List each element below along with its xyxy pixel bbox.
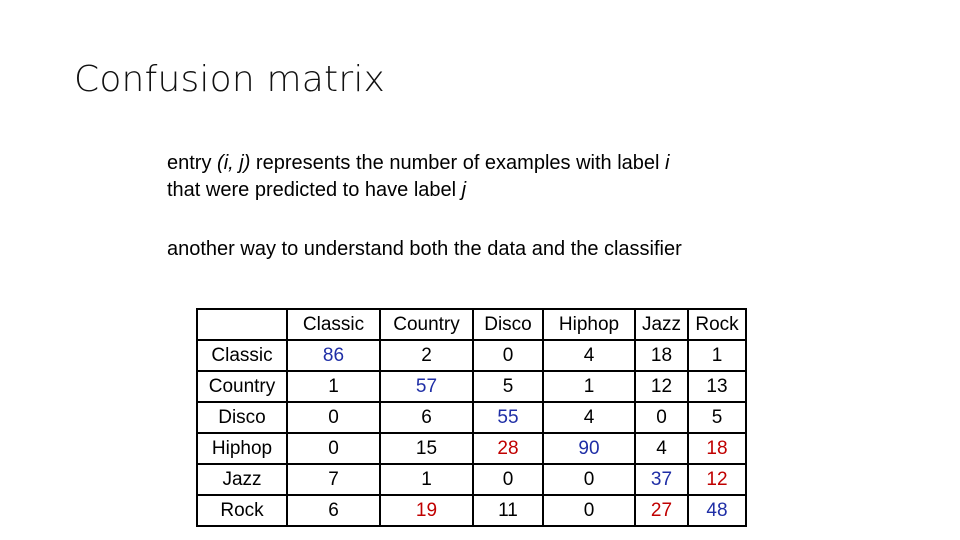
matrix-cell: 1 [542,370,636,403]
matrix-cell: 6 [286,494,381,527]
matrix-cell: 7 [286,463,381,496]
row-header-country: Country [196,370,288,403]
matrix-cell: 1 [379,463,474,496]
matrix-cell: 15 [379,432,474,465]
table-row: Classic 86 2 0 4 18 1 [196,339,747,372]
matrix-cell: 55 [472,401,544,434]
row-header-hiphop: Hiphop [196,432,288,465]
slide-title: Confusion matrix [74,59,386,100]
description-italic-j: j [461,179,467,201]
column-header-rock: Rock [687,308,747,341]
confusion-matrix-table: Classic Country Disco Hiphop Jazz Rock C… [196,308,747,527]
matrix-cell: 0 [472,339,544,372]
matrix-cell: 4 [542,339,636,372]
matrix-cell: 4 [634,432,689,465]
header-row: Classic Country Disco Hiphop Jazz Rock [196,308,747,341]
matrix-cell: 0 [634,401,689,434]
matrix-cell: 0 [286,432,381,465]
matrix-cell: 48 [687,494,747,527]
matrix-cell: 1 [687,339,747,372]
row-header-classic: Classic [196,339,288,372]
matrix-cell: 2 [379,339,474,372]
matrix-cell: 18 [687,432,747,465]
matrix-cell: 12 [634,370,689,403]
column-header-hiphop: Hiphop [542,308,636,341]
column-header-country: Country [379,308,474,341]
column-header-classic: Classic [286,308,381,341]
column-header-disco: Disco [472,308,544,341]
table-row: Jazz 7 1 0 0 37 12 [196,463,747,496]
matrix-cell: 27 [634,494,689,527]
description-text: entry [167,152,218,174]
matrix-cell: 12 [687,463,747,496]
matrix-cell: 6 [379,401,474,434]
description-paragraph: entry (i, j) represents the number of ex… [167,150,669,204]
row-header-rock: Rock [196,494,288,527]
corner-cell [196,308,288,341]
matrix-cell: 0 [542,494,636,527]
matrix-cell: 5 [687,401,747,434]
table-row: Rock 6 19 11 0 27 48 [196,494,747,527]
matrix-cell: 18 [634,339,689,372]
table-row: Country 1 57 5 1 12 13 [196,370,747,403]
matrix-cell: 86 [286,339,381,372]
matrix-cell: 4 [542,401,636,434]
row-header-jazz: Jazz [196,463,288,496]
row-header-disco: Disco [196,401,288,434]
description-line-1: entry (i, j) represents the number of ex… [167,150,669,177]
note-text: another way to understand both the data … [167,238,682,260]
matrix-cell: 19 [379,494,474,527]
table-row: Hiphop 0 15 28 90 4 18 [196,432,747,465]
description-text: represents the number of examples with l… [250,152,666,174]
matrix-cell: 0 [542,463,636,496]
description-text: that were predicted to have label [167,179,462,201]
matrix-cell: 13 [687,370,747,403]
description-italic-ij: (i, j) [217,152,251,174]
matrix-cell: 0 [472,463,544,496]
matrix-cell: 0 [286,401,381,434]
column-header-jazz: Jazz [634,308,689,341]
description-italic-i: i [665,152,670,174]
matrix-cell: 11 [472,494,544,527]
matrix-cell: 5 [472,370,544,403]
matrix-cell: 57 [379,370,474,403]
description-line-2: that were predicted to have label j [167,177,669,204]
table-row: Disco 0 6 55 4 0 5 [196,401,747,434]
matrix-cell: 1 [286,370,381,403]
matrix-cell: 37 [634,463,689,496]
matrix-cell: 28 [472,432,544,465]
matrix-cell: 90 [542,432,636,465]
